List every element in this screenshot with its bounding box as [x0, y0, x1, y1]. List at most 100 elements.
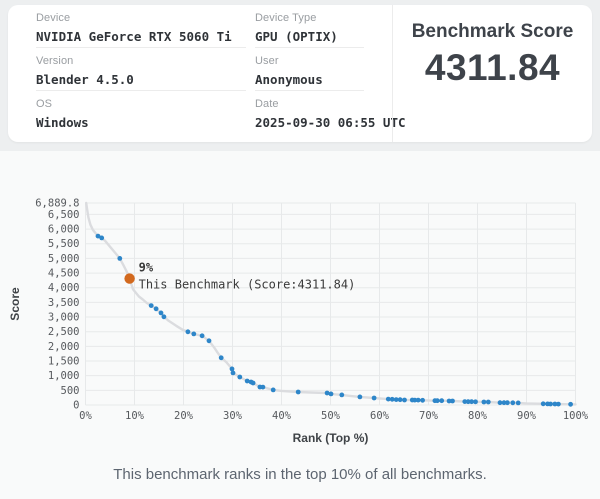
data-point — [501, 400, 507, 406]
this-benchmark-marker — [124, 273, 135, 284]
chart-root: 0 500 1,000 1,500 2,000 2,500 3,000 3,500 4,000 4… — [8, 198, 589, 446]
data-point — [473, 399, 478, 405]
data-point — [556, 401, 561, 407]
data-point — [385, 396, 391, 402]
device-type-label: Device Type — [255, 12, 317, 24]
session-info-column: Device Type GPU (OPTIX) User Anonymous D… — [255, 5, 406, 142]
benchmark-rank-chart: 0 500 1,000 1,500 2,000 2,500 3,000 3,500 4,000 4… — [8, 198, 589, 446]
os-value: Windows — [36, 115, 89, 130]
data-point — [505, 400, 510, 406]
y-axis-title: Score — [8, 287, 22, 321]
data-point — [548, 401, 553, 407]
y-tick-label: 3,500 — [48, 297, 80, 309]
data-point — [99, 235, 105, 241]
data-point — [415, 397, 421, 403]
benchmark-score-value: 4311.84 — [424, 47, 561, 88]
version-value: Blender 4.5.0 — [36, 72, 134, 87]
os-row: OS Windows — [36, 91, 246, 134]
data-point — [446, 398, 452, 404]
data-point — [389, 396, 395, 402]
data-point — [412, 397, 418, 403]
data-point — [371, 395, 377, 401]
y-tick-label: 6,889.8 — [35, 198, 79, 210]
device-value: NVIDIA GeForce RTX 5060 Ti — [36, 29, 232, 44]
user-row: User Anonymous — [255, 48, 364, 91]
data-point — [462, 399, 468, 404]
y-tick-label: 2,500 — [48, 326, 80, 338]
y-tick-label: 4,500 — [48, 268, 80, 280]
data-point — [497, 400, 503, 406]
version-label: Version — [36, 55, 74, 67]
data-point — [158, 310, 164, 316]
y-tick-label: 0 — [73, 400, 79, 412]
data-point — [237, 374, 243, 380]
rank-caption: This benchmark ranks in the top 10% of a… — [113, 466, 487, 483]
data-point — [270, 387, 276, 393]
data-point — [199, 333, 205, 339]
data-point — [244, 378, 250, 384]
data-point — [229, 366, 235, 372]
data-point — [393, 397, 399, 402]
y-tick-label: 5,500 — [48, 238, 80, 250]
data-point — [439, 398, 445, 404]
x-tick-label: 40% — [272, 410, 292, 422]
data-point — [148, 303, 154, 308]
x-tick-label: 90% — [517, 410, 537, 422]
version-row: Version Blender 4.5.0 — [36, 48, 246, 91]
data-point — [191, 331, 197, 337]
data-point — [485, 399, 491, 405]
x-tick-label: 100% — [563, 410, 589, 422]
x-tick-label: 70% — [419, 410, 439, 422]
y-tick-label: 1,000 — [48, 370, 80, 382]
y-tick-label: 3,000 — [48, 312, 80, 324]
data-point — [230, 370, 236, 376]
user-value: Anonymous — [255, 72, 323, 87]
x-tick-label: 0% — [79, 410, 92, 422]
data-point — [218, 355, 224, 361]
rank-chart-section: 0 500 1,000 1,500 2,000 2,500 3,000 3,500 4,000 4… — [0, 151, 600, 499]
device-type-value: GPU (OPTIX) — [255, 29, 338, 44]
benchmark-score-panel: Benchmark Score 4311.84 — [392, 5, 592, 142]
data-point — [153, 306, 159, 312]
data-point — [260, 384, 266, 390]
x-tick-label: 80% — [468, 410, 488, 422]
data-point — [568, 401, 573, 407]
data-point — [469, 399, 474, 405]
device-info-column: Device NVIDIA GeForce RTX 5060 Ti Versio… — [8, 5, 255, 142]
y-tick-label: 1,500 — [48, 356, 80, 368]
benchmark-score-title: Benchmark Score — [411, 21, 574, 42]
data-point — [510, 400, 516, 406]
benchmark-percent-annotation: 9% — [139, 261, 154, 275]
x-tick-label: 50% — [321, 410, 341, 422]
user-label: User — [255, 55, 279, 67]
data-point — [402, 397, 407, 403]
data-point — [540, 401, 546, 407]
x-tick-label: 10% — [125, 410, 145, 422]
date-row: Date 2025-09-30 06:55 UTC — [255, 91, 406, 134]
y-tick-label: 500 — [61, 385, 80, 397]
gridlines — [85, 202, 576, 406]
device-row: Device NVIDIA GeForce RTX 5060 Ti — [36, 5, 246, 48]
data-point — [515, 400, 521, 406]
data-point — [185, 329, 191, 335]
data-point — [481, 399, 487, 405]
data-point — [552, 401, 558, 407]
data-point — [465, 399, 471, 405]
data-point — [95, 233, 101, 239]
benchmark-score-annotation: This Benchmark (Score:4311.84) — [139, 278, 356, 292]
y-tick-label: 6,500 — [48, 209, 80, 221]
y-tick-label: 5,000 — [48, 253, 80, 265]
data-point — [397, 397, 403, 403]
os-label: OS — [36, 98, 53, 110]
device-type-row: Device Type GPU (OPTIX) — [255, 5, 364, 48]
date-label: Date — [255, 98, 279, 110]
benchmark-summary-card: Device NVIDIA GeForce RTX 5060 Ti Versio… — [8, 5, 592, 142]
data-point — [339, 392, 345, 398]
y-tick-label: 2,000 — [48, 341, 80, 353]
data-point — [161, 314, 167, 320]
data-points — [95, 233, 573, 407]
x-tick-label: 30% — [223, 410, 243, 422]
data-point — [450, 398, 455, 404]
data-point — [206, 338, 212, 344]
x-axis-title: Rank (Top %) — [293, 431, 369, 445]
